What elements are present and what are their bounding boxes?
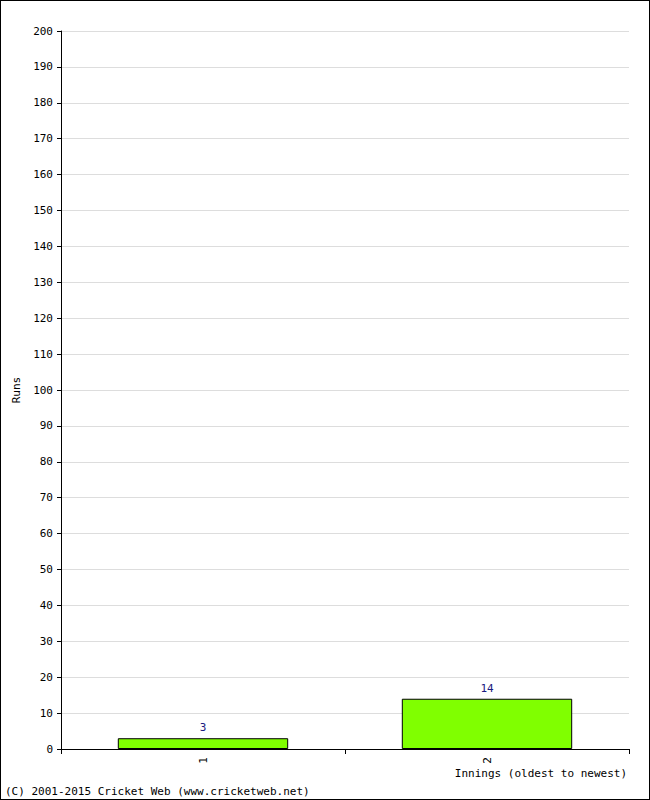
svg-text:200: 200: [33, 25, 53, 38]
svg-text:10: 10: [40, 707, 53, 720]
svg-text:Runs: Runs: [10, 377, 23, 404]
svg-text:160: 160: [33, 168, 53, 181]
svg-text:120: 120: [33, 312, 53, 325]
svg-text:140: 140: [33, 240, 53, 253]
svg-text:0: 0: [46, 743, 53, 756]
svg-text:60: 60: [40, 527, 53, 540]
svg-text:(C) 2001-2015 Cricket Web (www: (C) 2001-2015 Cricket Web (www.cricketwe…: [5, 785, 310, 798]
svg-text:20: 20: [40, 671, 53, 684]
svg-text:100: 100: [33, 384, 53, 397]
svg-text:190: 190: [33, 60, 53, 73]
svg-text:1: 1: [197, 757, 210, 764]
svg-text:3: 3: [200, 721, 207, 734]
svg-text:80: 80: [40, 455, 53, 468]
svg-text:40: 40: [40, 599, 53, 612]
svg-text:30: 30: [40, 635, 53, 648]
svg-text:130: 130: [33, 276, 53, 289]
svg-text:Innings (oldest to newest): Innings (oldest to newest): [455, 767, 627, 780]
svg-text:14: 14: [480, 682, 494, 695]
svg-text:90: 90: [40, 419, 53, 432]
svg-text:70: 70: [40, 491, 53, 504]
svg-text:180: 180: [33, 96, 53, 109]
svg-text:50: 50: [40, 563, 53, 576]
svg-text:170: 170: [33, 132, 53, 145]
svg-text:2: 2: [481, 757, 494, 764]
svg-text:110: 110: [33, 348, 53, 361]
svg-text:150: 150: [33, 204, 53, 217]
